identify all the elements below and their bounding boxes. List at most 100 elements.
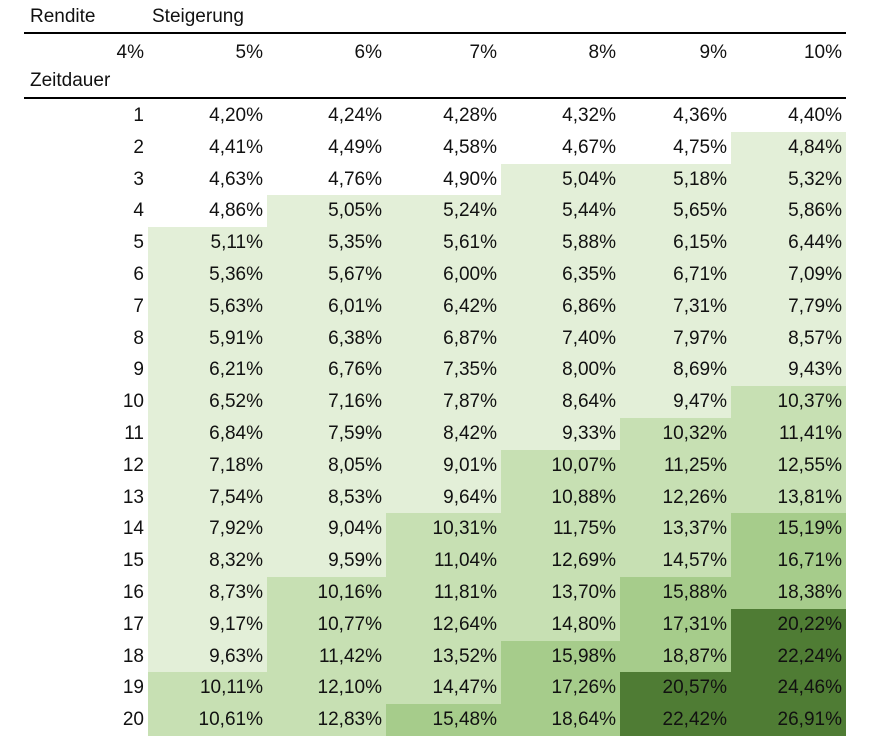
value-cell: 15,48% <box>386 704 501 736</box>
value-cell: 6,86% <box>501 290 620 323</box>
value-cell: 9,64% <box>386 481 501 514</box>
value-cell: 22,24% <box>731 640 846 673</box>
value-cell: 5,18% <box>620 163 731 196</box>
value-cell: 7,35% <box>386 354 501 387</box>
value-cell: 22,42% <box>620 704 731 736</box>
value-cell: 17,26% <box>501 672 620 705</box>
value-cell: 17,31% <box>620 608 731 641</box>
value-cell: 4,84% <box>731 131 846 164</box>
value-cell: 4,40% <box>731 100 846 132</box>
period-cell: 17 <box>122 613 144 635</box>
value-cell: 5,65% <box>620 195 731 228</box>
value-cell: 7,40% <box>501 322 620 355</box>
value-cell: 11,25% <box>620 449 731 482</box>
value-cell: 16,71% <box>731 545 846 577</box>
value-cell: 8,00% <box>501 354 620 387</box>
rate-header-6: 10% <box>803 42 842 63</box>
period-cell: 8 <box>133 327 144 349</box>
rate-header-2: 6% <box>354 42 382 63</box>
value-cell: 8,73% <box>148 576 267 609</box>
value-cell: 11,04% <box>386 545 501 577</box>
value-cell: 7,18% <box>148 449 267 482</box>
value-cell: 24,46% <box>731 672 846 705</box>
value-cell: 4,67% <box>501 131 620 164</box>
value-cell: 20,22% <box>731 608 846 641</box>
value-cell: 5,05% <box>267 195 386 228</box>
value-cell: 8,57% <box>731 322 846 355</box>
value-cell: 14,47% <box>386 672 501 705</box>
table-row: 16 8,73% 10,16% 11,81% 13,70% 15,88% 18,38% <box>24 576 846 609</box>
table-row: 1 4,20% 4,24% 4,28% 4,32% 4,36% 4,40% <box>24 100 846 132</box>
value-cell: 8,69% <box>620 354 731 387</box>
value-cell: 7,59% <box>267 417 386 450</box>
table-row: 18 9,63% 11,42% 13,52% 15,98% 18,87% 22,24% <box>24 640 846 673</box>
period-cell: 3 <box>133 168 144 190</box>
period-cell: 15 <box>122 550 144 572</box>
value-cell: 5,67% <box>267 258 386 291</box>
period-cell: 2 <box>133 136 144 158</box>
period-cell: 12 <box>122 454 144 476</box>
value-cell: 10,61% <box>148 704 267 736</box>
table-row: 15 8,32% 9,59% 11,04% 12,69% 14,57% 16,71% <box>24 545 846 577</box>
table-row: 19 10,11% 12,10% 14,47% 17,26% 20,57% 24,46% <box>24 672 846 705</box>
rate-header-1: 5% <box>235 42 263 63</box>
value-cell: 5,24% <box>386 195 501 228</box>
value-cell: 6,44% <box>731 227 846 259</box>
value-cell: 7,54% <box>148 481 267 514</box>
value-cell: 9,01% <box>386 449 501 482</box>
value-cell: 5,04% <box>501 163 620 196</box>
period-cell: 20 <box>122 709 144 731</box>
value-cell: 4,49% <box>267 131 386 164</box>
value-cell: 12,69% <box>501 545 620 577</box>
value-cell: 5,36% <box>148 258 267 291</box>
value-cell: 6,15% <box>620 227 731 259</box>
value-cell: 10,16% <box>267 576 386 609</box>
value-cell: 15,88% <box>620 576 731 609</box>
value-cell: 13,52% <box>386 640 501 673</box>
period-cell: 4 <box>133 200 144 222</box>
value-cell: 15,98% <box>501 640 620 673</box>
value-cell: 18,87% <box>620 640 731 673</box>
value-cell: 4,86% <box>148 195 267 228</box>
table-row: 8 5,91% 6,38% 6,87% 7,40% 7,97% 8,57% <box>24 322 846 355</box>
value-cell: 4,41% <box>148 131 267 164</box>
value-cell: 13,70% <box>501 576 620 609</box>
table-row: 17 9,17% 10,77% 12,64% 14,80% 17,31% 20,22% <box>24 608 846 641</box>
value-cell: 5,32% <box>731 163 846 196</box>
value-cell: 7,87% <box>386 386 501 418</box>
rate-header-4: 8% <box>588 42 616 63</box>
period-cell: 5 <box>133 232 144 254</box>
value-cell: 8,42% <box>386 417 501 450</box>
value-cell: 11,42% <box>267 640 386 673</box>
value-cell: 8,05% <box>267 449 386 482</box>
value-cell: 8,53% <box>267 481 386 514</box>
value-cell: 14,57% <box>620 545 731 577</box>
period-cell: 14 <box>122 518 144 540</box>
value-cell: 6,87% <box>386 322 501 355</box>
value-cell: 12,55% <box>731 449 846 482</box>
value-cell: 18,38% <box>731 576 846 609</box>
value-cell: 6,35% <box>501 258 620 291</box>
value-cell: 10,07% <box>501 449 620 482</box>
value-cell: 10,11% <box>148 672 267 705</box>
value-cell: 5,88% <box>501 227 620 259</box>
value-cell: 4,32% <box>501 100 620 132</box>
value-cell: 5,61% <box>386 227 501 259</box>
table-row: 4 4,86% 5,05% 5,24% 5,44% 5,65% 5,86% <box>24 195 846 228</box>
value-cell: 6,84% <box>148 417 267 450</box>
value-cell: 9,17% <box>148 608 267 641</box>
value-cell: 5,35% <box>267 227 386 259</box>
value-cell: 5,11% <box>148 227 267 259</box>
value-cell: 4,90% <box>386 163 501 196</box>
value-cell: 12,64% <box>386 608 501 641</box>
value-cell: 4,28% <box>386 100 501 132</box>
value-cell: 5,63% <box>148 290 267 323</box>
value-cell: 20,57% <box>620 672 731 705</box>
period-cell: 7 <box>133 295 144 317</box>
steigerung-label: Steigerung <box>152 6 244 27</box>
value-cell: 6,76% <box>267 354 386 387</box>
table-row: 9 6,21% 6,76% 7,35% 8,00% 8,69% 9,43% <box>24 354 846 387</box>
period-cell: 6 <box>133 263 144 285</box>
value-cell: 7,31% <box>620 290 731 323</box>
table-row: 3 4,63% 4,76% 4,90% 5,04% 5,18% 5,32% <box>24 163 846 196</box>
